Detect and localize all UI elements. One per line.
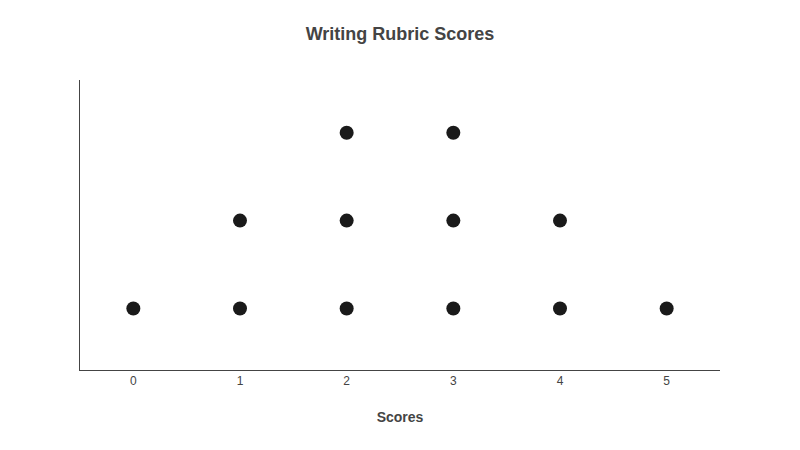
svg-text:2: 2 bbox=[343, 374, 350, 388]
svg-text:4: 4 bbox=[557, 374, 564, 388]
svg-text:0: 0 bbox=[130, 374, 137, 388]
svg-text:3: 3 bbox=[450, 374, 457, 388]
svg-text:5: 5 bbox=[663, 374, 670, 388]
svg-text:1: 1 bbox=[237, 374, 244, 388]
svg-text:Scores: Scores bbox=[377, 409, 424, 425]
svg-text:Writing Rubric Scores: Writing Rubric Scores bbox=[306, 24, 495, 44]
